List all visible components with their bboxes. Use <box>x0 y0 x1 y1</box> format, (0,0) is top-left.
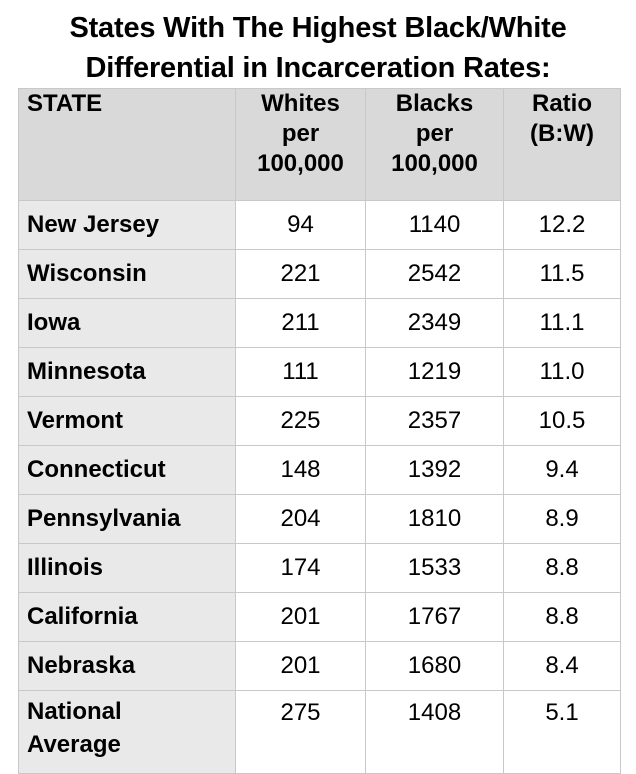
whites-cell: 211 <box>235 298 366 348</box>
header-state: STATE <box>18 88 236 201</box>
state-cell: Vermont <box>18 396 236 446</box>
ratio-cell: 11.5 <box>503 249 621 299</box>
national-average-label: National Average <box>18 690 236 774</box>
whites-cell: 111 <box>235 347 366 397</box>
whites-cell: 148 <box>235 445 366 495</box>
table-row: Wisconsin 221 2542 11.5 <box>18 249 621 299</box>
table-row: Minnesota 111 1219 11.0 <box>18 347 621 397</box>
table-row: Iowa 211 2349 11.1 <box>18 298 621 348</box>
ratio-cell: 11.0 <box>503 347 621 397</box>
table-row: Illinois 174 1533 8.8 <box>18 543 621 593</box>
national-average-label-line-1: National <box>27 698 122 725</box>
blacks-cell: 1810 <box>365 494 504 544</box>
title-line-1: States With The Highest Black/White <box>69 12 567 44</box>
blacks-cell: 2349 <box>365 298 504 348</box>
blacks-cell: 2357 <box>365 396 504 446</box>
table-row: New Jersey 94 1140 12.2 <box>18 200 621 250</box>
whites-cell: 275 <box>235 690 366 774</box>
page-title: States With The Highest Black/White Diff… <box>0 0 636 88</box>
header-blacks: Blacks per 100,000 <box>365 88 504 201</box>
ratio-cell: 10.5 <box>503 396 621 446</box>
whites-cell: 201 <box>235 592 366 642</box>
blacks-cell: 2542 <box>365 249 504 299</box>
blacks-cell: 1219 <box>365 347 504 397</box>
header-blacks-line-3: 100,000 <box>391 150 478 177</box>
header-whites-line-2: per <box>281 120 320 147</box>
ratio-cell: 9.4 <box>503 445 621 495</box>
state-cell: New Jersey <box>18 200 236 250</box>
table-row: Pennsylvania 204 1810 8.9 <box>18 494 621 544</box>
blacks-cell: 1767 <box>365 592 504 642</box>
blacks-cell: 1392 <box>365 445 504 495</box>
blacks-cell: 1140 <box>365 200 504 250</box>
blacks-cell: 1533 <box>365 543 504 593</box>
table-row: Vermont 225 2357 10.5 <box>18 396 621 446</box>
header-ratio: Ratio (B:W) <box>503 88 621 201</box>
header-ratio-line-2: (B:W) <box>530 120 594 147</box>
national-average-row: National Average 275 1408 5.1 <box>18 690 621 774</box>
table-row: California 201 1767 8.8 <box>18 592 621 642</box>
state-cell: Iowa <box>18 298 236 348</box>
ratio-cell: 8.9 <box>503 494 621 544</box>
national-average-label-line-2: Average <box>27 731 121 758</box>
incarceration-table: STATE Whites per 100,000 Blacks per 100,… <box>18 88 621 774</box>
ratio-cell: 8.8 <box>503 592 621 642</box>
state-cell: Pennsylvania <box>18 494 236 544</box>
table-row: Connecticut 148 1392 9.4 <box>18 445 621 495</box>
header-whites-line-1: Whites <box>261 90 340 117</box>
state-cell: Illinois <box>18 543 236 593</box>
state-cell: Nebraska <box>18 641 236 691</box>
ratio-cell: 11.1 <box>503 298 621 348</box>
state-cell: California <box>18 592 236 642</box>
ratio-cell: 5.1 <box>503 690 621 774</box>
header-blacks-line-2: per <box>415 120 454 147</box>
header-whites-line-3: 100,000 <box>257 150 344 177</box>
ratio-cell: 8.8 <box>503 543 621 593</box>
header-blacks-line-1: Blacks <box>395 90 474 117</box>
header-ratio-line-1: Ratio <box>532 90 592 117</box>
title-line-2: Differential in Incarceration Rates: <box>85 52 551 84</box>
blacks-cell: 1408 <box>365 690 504 774</box>
whites-cell: 221 <box>235 249 366 299</box>
blacks-cell: 1680 <box>365 641 504 691</box>
header-whites: Whites per 100,000 <box>235 88 366 201</box>
ratio-cell: 12.2 <box>503 200 621 250</box>
whites-cell: 174 <box>235 543 366 593</box>
state-cell: Connecticut <box>18 445 236 495</box>
state-cell: Minnesota <box>18 347 236 397</box>
header-row: STATE Whites per 100,000 Blacks per 100,… <box>18 88 621 201</box>
ratio-cell: 8.4 <box>503 641 621 691</box>
whites-cell: 225 <box>235 396 366 446</box>
table-row: Nebraska 201 1680 8.4 <box>18 641 621 691</box>
whites-cell: 204 <box>235 494 366 544</box>
whites-cell: 201 <box>235 641 366 691</box>
state-cell: Wisconsin <box>18 249 236 299</box>
whites-cell: 94 <box>235 200 366 250</box>
